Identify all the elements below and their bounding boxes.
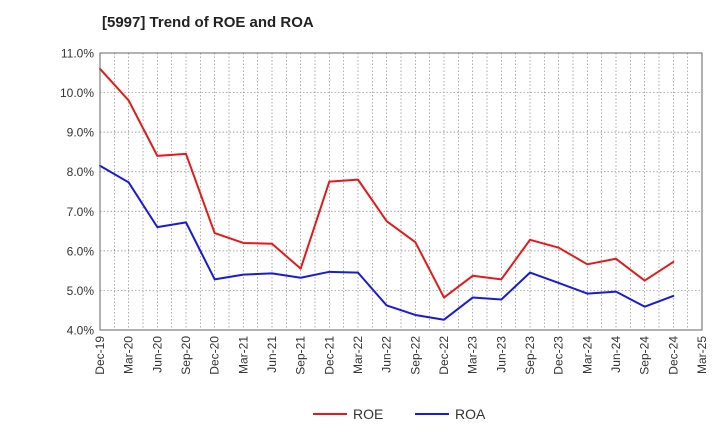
x-tick-label: Jun-20 [150,336,164,373]
x-tick-label: Jun-24 [609,336,623,373]
y-tick-label: 9.0% [67,126,95,140]
x-tick-label: Dec-21 [322,336,336,375]
x-axis-ticks: Dec-19 Mar-20 Jun-20 Sep-20 Dec-20 Mar-21 Jun-… [93,336,709,375]
x-tick-label: Dec-23 [552,336,566,375]
x-tick-label: Mar-22 [351,336,365,374]
x-tick-label: Dec-19 [93,336,107,375]
x-tick-label: Jun-22 [380,336,394,373]
x-tick-label: Jun-23 [494,336,508,373]
series-lines [99,67,675,321]
x-tick-label: Dec-20 [208,336,222,375]
series-line-roe [99,67,675,299]
x-tick-label: Jun-21 [265,336,279,373]
y-tick-label: 11.0% [61,47,94,61]
x-tick-label: Sep-22 [408,336,422,375]
grid [100,53,702,330]
x-tick-label: Mar-23 [466,336,480,374]
x-tick-label: Dec-24 [666,336,680,375]
x-tick-label: Sep-24 [638,336,652,375]
series-line-roa [99,164,675,321]
x-tick-label: Sep-20 [179,336,193,375]
y-tick-label: 4.0% [67,324,95,338]
y-axis-ticks: 4.0% 5.0% 6.0% 7.0% 8.0% 9.0% 10.0% 11.0% [60,47,94,338]
legend-label-roa: ROA [455,406,486,422]
y-tick-label: 6.0% [67,244,95,258]
x-tick-label: Mar-20 [122,336,136,374]
y-tick-label: 5.0% [67,284,95,298]
x-tick-label: Sep-21 [294,336,308,375]
y-tick-label: 10.0% [60,86,94,100]
legend-label-roe: ROE [353,406,383,422]
y-tick-label: 7.0% [67,205,95,219]
x-tick-label: Mar-24 [580,336,594,374]
plot-frame [99,52,703,331]
y-tick-label: 8.0% [67,165,95,179]
x-tick-label: Dec-22 [437,336,451,375]
x-tick-label: Mar-21 [236,336,250,374]
x-tick-label: Mar-25 [695,336,709,374]
chart-title: [5997] Trend of ROE and ROA [102,14,314,31]
legend: ROE ROA [313,406,486,422]
x-tick-label: Sep-23 [523,336,537,375]
